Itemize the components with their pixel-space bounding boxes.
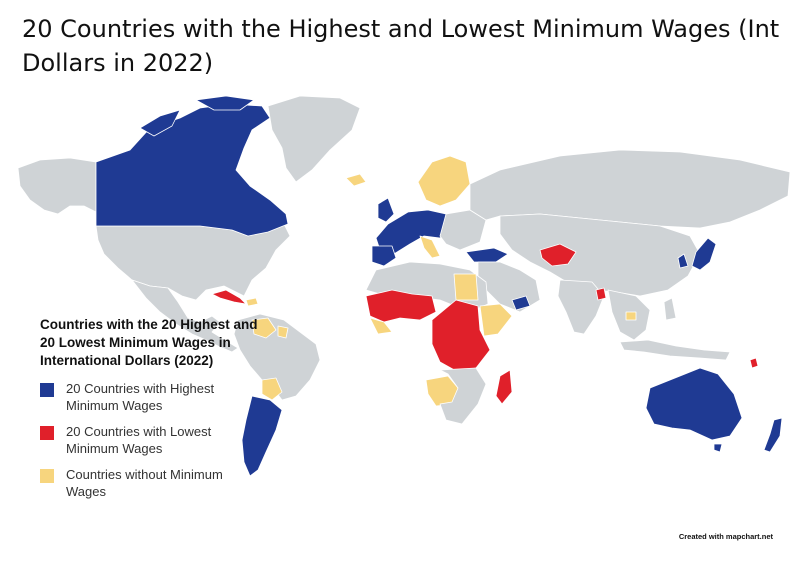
japan: [691, 237, 717, 271]
legend-item-none: Countries without Minimum Wages: [40, 466, 270, 500]
sudan-egypt-yellow: [453, 273, 479, 301]
iran-region: [539, 243, 577, 267]
south-america: [233, 313, 321, 401]
swatch-lowest: [40, 426, 54, 440]
korea: [677, 253, 689, 269]
malaysia: [625, 311, 637, 321]
swatch-none: [40, 469, 54, 483]
uk-ireland: [377, 197, 395, 223]
legend-item-lowest: 20 Countries with Lowest Minimum Wages: [40, 423, 270, 457]
legend-label-highest: 20 Countries with Highest Minimum Wages: [66, 381, 215, 413]
italy-balkans: [419, 235, 441, 259]
guyana: [277, 325, 289, 339]
southern-africa: [439, 367, 487, 425]
madagascar: [495, 369, 513, 405]
central-africa-red: [431, 299, 491, 373]
indonesia: [619, 339, 731, 361]
tasmania: [713, 443, 723, 453]
legend-label-lowest: 20 Countries with Lowest Minimum Wages: [66, 424, 212, 456]
venezuela: [251, 317, 277, 339]
usa: [95, 223, 291, 301]
legend-title: Countries with the 20 Highest and 20 Low…: [40, 317, 258, 368]
world-map: [0, 90, 805, 563]
turkey: [465, 247, 509, 263]
map-title: 20 Countries with the Highest and Lowest…: [22, 15, 780, 77]
mexico-central-america: [131, 279, 239, 353]
argentina-chile: [241, 395, 283, 477]
pacific-islands: [749, 357, 759, 369]
india: [557, 279, 605, 335]
swatch-highest: [40, 383, 54, 397]
greenland: [267, 95, 361, 183]
scandinavia: [417, 155, 471, 207]
alaska: [17, 157, 97, 215]
bangladesh: [595, 287, 607, 301]
new-zealand: [763, 417, 783, 453]
legend-item-highest: 20 Countries with Highest Minimum Wages: [40, 380, 270, 414]
australia: [645, 367, 743, 441]
iceland: [345, 173, 367, 187]
bolivia: [261, 377, 283, 401]
philippines: [663, 297, 677, 321]
legend: Countries with the 20 Highest and 20 Low…: [40, 316, 270, 509]
canada-islands: [139, 95, 255, 137]
legend-label-none: Countries without Minimum Wages: [66, 467, 223, 499]
cuba: [211, 289, 247, 305]
east-africa-yellow: [479, 303, 513, 337]
oman-yemen: [511, 295, 531, 311]
central-asia-china: [499, 213, 701, 297]
credit-text: Created with mapchart.net: [678, 532, 773, 541]
caribbean-yellow: [245, 297, 259, 307]
iberia: [371, 245, 397, 267]
west-africa-red: [365, 289, 437, 323]
canada: [95, 103, 289, 237]
west-africa-coast-yellow: [369, 317, 393, 335]
